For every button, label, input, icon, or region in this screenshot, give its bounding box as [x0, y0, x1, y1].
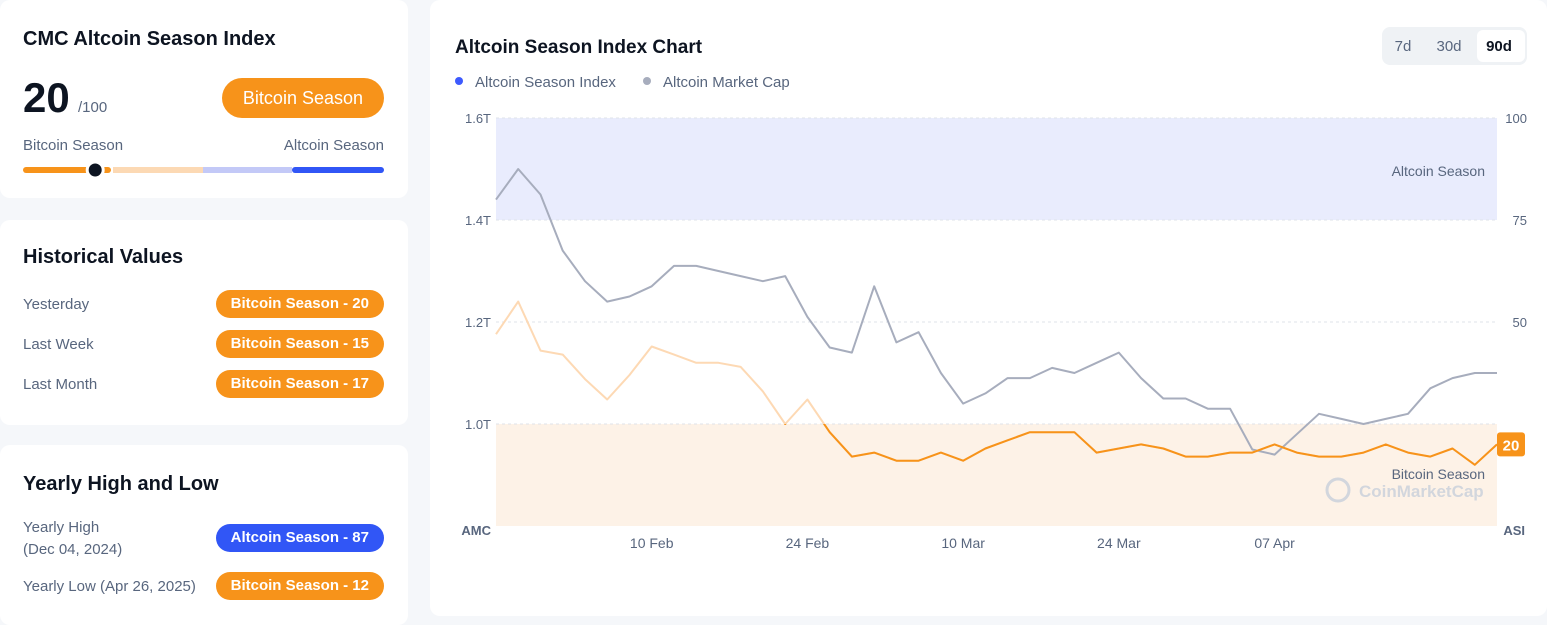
x-tick-label: 07 Apr [1254, 535, 1295, 551]
y2-tick-label: 75 [1513, 213, 1527, 228]
history-row: Last Month Bitcoin Season - 17 [23, 370, 384, 398]
historical-card: Historical Values Yesterday Bitcoin Seaso… [0, 220, 408, 425]
slider-segment [113, 167, 203, 173]
card-title: Yearly High and Low [23, 473, 219, 495]
slider [23, 160, 384, 180]
row-badge: Bitcoin Season - 12 [215, 572, 384, 600]
season-band [496, 424, 1497, 526]
y-tick-label: 1.2T [465, 315, 491, 330]
tab[interactable]: 30d [1436, 38, 1461, 55]
tab-active [1477, 30, 1525, 62]
card-title: Historical Values [23, 246, 184, 268]
yearly-row: Yearly High (Dec 04, 2024) Altcoin Season … [23, 519, 384, 558]
season-band [496, 118, 1497, 220]
legend-dot [643, 77, 651, 85]
row-badge: Bitcoin Season - 20 [215, 290, 384, 318]
index-max: /100 [78, 99, 108, 116]
slider-segment [292, 167, 384, 173]
row-label: Last Week [23, 336, 94, 353]
y-tick-label: 1.4T [465, 213, 491, 228]
row-date: (Dec 04, 2024) [23, 541, 123, 558]
row-badge: Bitcoin Season - 15 [215, 330, 384, 358]
tab[interactable]: 7d [1395, 38, 1412, 55]
legend-label: Altcoin Market Cap [663, 74, 790, 91]
row-badge: Altcoin Season - 87 [215, 524, 384, 552]
tab[interactable]: 90d [1486, 38, 1512, 55]
row-label: Yesterday [23, 296, 90, 313]
chart-card: Altcoin Season Index Chart 7d 30d 90d Altcoi… [430, 0, 1547, 616]
history-row: Yesterday Bitcoin Season - 20 [23, 290, 384, 318]
row-label: Last Month [23, 376, 98, 393]
row-label: Yearly Low (Apr 26, 2025) [23, 578, 196, 595]
legend-label: Altcoin Season Index [475, 74, 616, 91]
scale-right: Altcoin Season [283, 137, 384, 154]
watermark-logo [1325, 477, 1351, 503]
history-row: Last Week Bitcoin Season - 15 [23, 330, 384, 358]
band-label: Altcoin Season [1392, 163, 1485, 179]
y-axis-label: AMC [461, 523, 491, 538]
x-tick-label: 10 Feb [630, 535, 674, 551]
x-tick-label: 24 Feb [786, 535, 830, 551]
market-cap-line [495, 168, 1497, 456]
index-card: CMC Altcoin Season Index 20 /100 Bitcoin… [0, 0, 408, 198]
asi-line-active [783, 424, 1498, 466]
index-value: 20 [23, 74, 70, 121]
chart: Altcoin Season Index Chart 7d 30d 90d Altcoi… [455, 27, 1527, 551]
last-value-badge [1497, 432, 1525, 457]
yearly-card: Yearly High and Low Yearly High (Dec 04, … [0, 445, 408, 625]
y2-tick-label: 50 [1513, 315, 1527, 330]
yearly-row: Yearly Low (Apr 26, 2025) Bitcoin Season … [23, 572, 384, 600]
row-badge: Bitcoin Season - 17 [215, 370, 384, 398]
y2-axis-label: ASI [1503, 523, 1525, 538]
x-tick-label: 10 Mar [941, 535, 985, 551]
scale-left: Bitcoin Season [23, 137, 124, 154]
watermark: CoinMarketCap [1359, 482, 1484, 501]
y-tick-label: 1.6T [465, 111, 491, 126]
legend-dot [455, 77, 463, 85]
card-title: CMC Altcoin Season Index [23, 28, 276, 50]
slider-marker [85, 160, 105, 180]
x-tick-label: 24 Mar [1097, 535, 1141, 551]
slider-segment [203, 167, 292, 173]
chart-title: Altcoin Season Index Chart [455, 37, 703, 58]
band-label: Bitcoin Season [1392, 466, 1485, 482]
y-tick-label: 1.0T [465, 417, 491, 432]
last-value-label: 20 [1503, 437, 1520, 454]
row-label: Yearly High [23, 519, 100, 536]
status-badge: Bitcoin Season [221, 78, 384, 118]
y2-tick-label: 100 [1505, 111, 1527, 126]
